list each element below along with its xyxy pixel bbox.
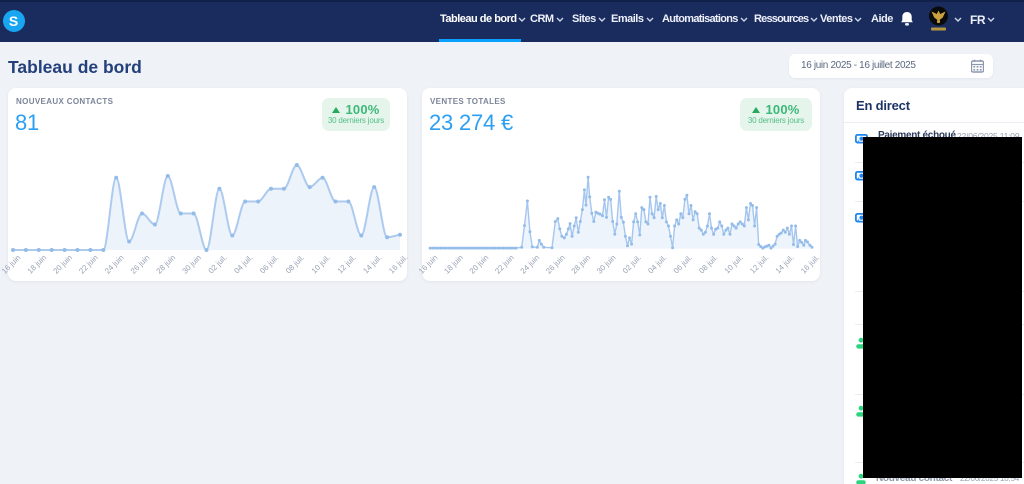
svg-text:02 juil.: 02 juil. — [621, 253, 643, 275]
svg-text:14 juil.: 14 juil. — [361, 253, 383, 275]
svg-text:10 juil.: 10 juil. — [310, 253, 332, 275]
svg-text:26 juin: 26 juin — [129, 253, 152, 276]
svg-text:28 juin: 28 juin — [570, 253, 593, 276]
svg-text:04 juil.: 04 juil. — [646, 253, 668, 275]
svg-text:24 juin: 24 juin — [519, 253, 542, 276]
svg-text:12 juil.: 12 juil. — [336, 253, 358, 275]
svg-text:06 juil.: 06 juil. — [258, 253, 280, 275]
svg-text:04 juil.: 04 juil. — [232, 253, 254, 275]
svg-text:30 juin: 30 juin — [180, 253, 203, 276]
svg-text:26 juin: 26 juin — [544, 253, 567, 276]
svg-text:18 juin: 18 juin — [442, 253, 465, 276]
svg-text:08 juil.: 08 juil. — [284, 253, 306, 275]
svg-text:20 juin: 20 juin — [468, 253, 491, 276]
svg-text:24 juin: 24 juin — [103, 253, 126, 276]
svg-text:18 juin: 18 juin — [26, 253, 49, 276]
svg-text:20 juin: 20 juin — [51, 253, 74, 276]
svg-text:06 juil.: 06 juil. — [672, 253, 694, 275]
svg-text:22 juin: 22 juin — [493, 253, 516, 276]
svg-text:16 juin: 16 juin — [417, 253, 440, 276]
svg-text:28 juin: 28 juin — [155, 253, 178, 276]
svg-text:02 juil.: 02 juil. — [207, 253, 229, 275]
svg-text:22 juin: 22 juin — [77, 253, 100, 276]
svg-text:16 juil.: 16 juil. — [799, 253, 821, 275]
svg-text:12 juil.: 12 juil. — [748, 253, 770, 275]
svg-text:14 juil.: 14 juil. — [774, 253, 796, 275]
svg-text:10 juil.: 10 juil. — [723, 253, 745, 275]
svg-text:16 juin: 16 juin — [0, 253, 22, 276]
svg-text:16 juil.: 16 juil. — [387, 253, 409, 275]
svg-text:30 juin: 30 juin — [595, 253, 618, 276]
svg-text:08 juil.: 08 juil. — [697, 253, 719, 275]
